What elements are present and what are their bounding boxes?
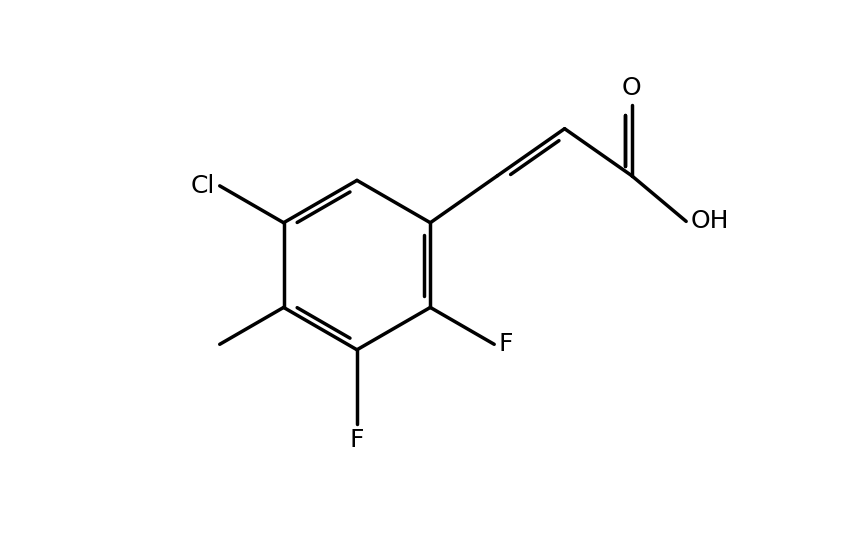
Text: F: F	[350, 428, 364, 452]
Text: Cl: Cl	[191, 174, 216, 198]
Text: OH: OH	[691, 209, 729, 233]
Text: F: F	[498, 332, 513, 356]
Text: O: O	[622, 76, 641, 100]
